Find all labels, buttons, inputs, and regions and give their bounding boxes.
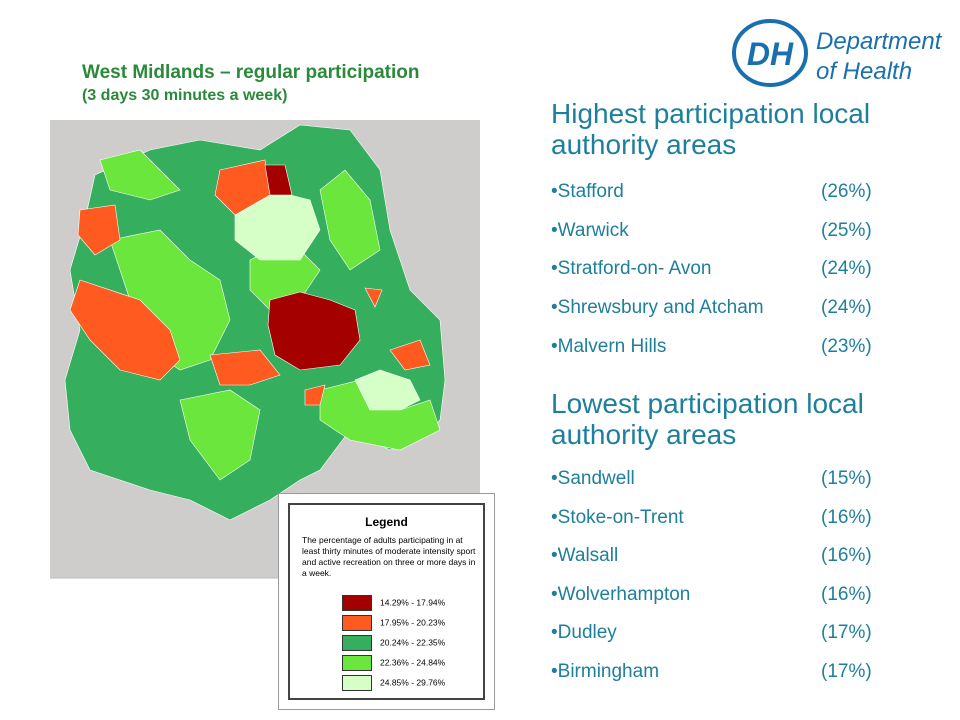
logo-text: Department: [816, 28, 943, 55]
lowest-heading: Lowest participation local authority are…: [551, 388, 864, 450]
legend-frame: Legend The percentage of adults particip…: [288, 503, 485, 700]
area-value: (25%): [821, 219, 872, 241]
area-name: •Sandwell: [551, 468, 635, 489]
list-item: •Malvern Hills (23%): [551, 336, 911, 358]
area-value: (15%): [821, 468, 872, 489]
map-region: [214, 159, 271, 216]
logo: DH Department of Health: [732, 19, 943, 87]
map-region: [389, 339, 431, 371]
legend: Legend The percentage of adults particip…: [278, 493, 495, 710]
list-item: •Stratford-on- Avon (24%): [551, 258, 911, 280]
map-region: [354, 369, 421, 411]
area-name: •Stratford-on- Avon: [551, 258, 712, 280]
map-region: [319, 169, 381, 271]
list-item: •Wolverhampton (16%): [551, 584, 911, 606]
area-value: (17%): [821, 622, 872, 643]
legend-swatch: [342, 675, 372, 691]
area-value: (26%): [821, 181, 872, 202]
legend-label: 14.29% - 17.94%: [380, 597, 446, 608]
legend-label: 22.36% - 24.84%: [380, 657, 446, 668]
area-value: (24%): [821, 258, 872, 280]
list-item: •Sandwell (15%): [551, 468, 911, 490]
area-value: (16%): [821, 506, 872, 528]
area-value: (16%): [821, 583, 872, 605]
logo-text: of Health: [816, 58, 912, 85]
area-value: (16%): [821, 545, 872, 566]
area-name: •Walsall: [551, 545, 619, 566]
area-name: •Warwick: [551, 219, 629, 241]
logo-ring: [732, 19, 808, 87]
map: [50, 120, 480, 579]
list-item: •Stafford (26%): [551, 181, 911, 203]
map-region: [264, 164, 293, 196]
map-region: [69, 279, 181, 381]
legend-item: 24.85% - 29.76%: [342, 675, 445, 691]
legend-swatch: [342, 655, 372, 671]
legend-item: 14.29% - 17.94%: [342, 595, 445, 611]
area-value: (24%): [821, 297, 872, 319]
map-region: [77, 204, 121, 256]
area-name: •Stafford: [551, 181, 624, 202]
subtitle: (3 days 30 minutes a week): [82, 87, 288, 104]
list-item: •Dudley (17%): [551, 622, 911, 644]
map-region: [364, 287, 383, 308]
list-item: •Shrewsbury and Atcham (24%): [551, 297, 911, 319]
legend-description: The percentage of adults participating i…: [302, 535, 476, 578]
area-name: •Shrewsbury and Atcham: [551, 297, 764, 319]
list-item: •Birmingham (17%): [551, 661, 911, 683]
legend-swatch: [342, 595, 372, 611]
area-name: •Dudley: [551, 622, 617, 643]
map-region: [209, 349, 281, 386]
area-value: (23%): [821, 335, 872, 357]
legend-swatch: [342, 635, 372, 651]
legend-item: 22.36% - 24.84%: [342, 655, 445, 671]
logo-mark: DH: [747, 36, 794, 72]
legend-label: 20.24% - 22.35%: [380, 637, 446, 648]
area-name: •Wolverhampton: [551, 583, 691, 605]
area-value: (17%): [821, 660, 872, 682]
legend-swatch: [342, 615, 372, 631]
legend-item: 17.95% - 20.23%: [342, 615, 445, 631]
map-region: [267, 291, 361, 371]
list-item: •Stoke-on-Trent (16%): [551, 507, 911, 529]
map-region: [179, 389, 261, 481]
legend-title: Legend: [365, 515, 408, 529]
list-item: •Warwick (25%): [551, 220, 911, 242]
title: West Midlands – regular participation: [82, 62, 420, 83]
legend-label: 17.95% - 20.23%: [380, 617, 446, 628]
area-name: •Malvern Hills: [551, 335, 667, 357]
map-region: [99, 149, 181, 201]
area-name: •Birmingham: [551, 660, 660, 682]
highest-heading: Highest participation local authority ar…: [551, 98, 871, 160]
area-name: •Stoke-on-Trent: [551, 506, 684, 528]
list-item: •Walsall (16%): [551, 545, 911, 567]
legend-label: 24.85% - 29.76%: [380, 677, 446, 688]
legend-item: 20.24% - 22.35%: [342, 635, 445, 651]
map-region: [304, 384, 326, 406]
